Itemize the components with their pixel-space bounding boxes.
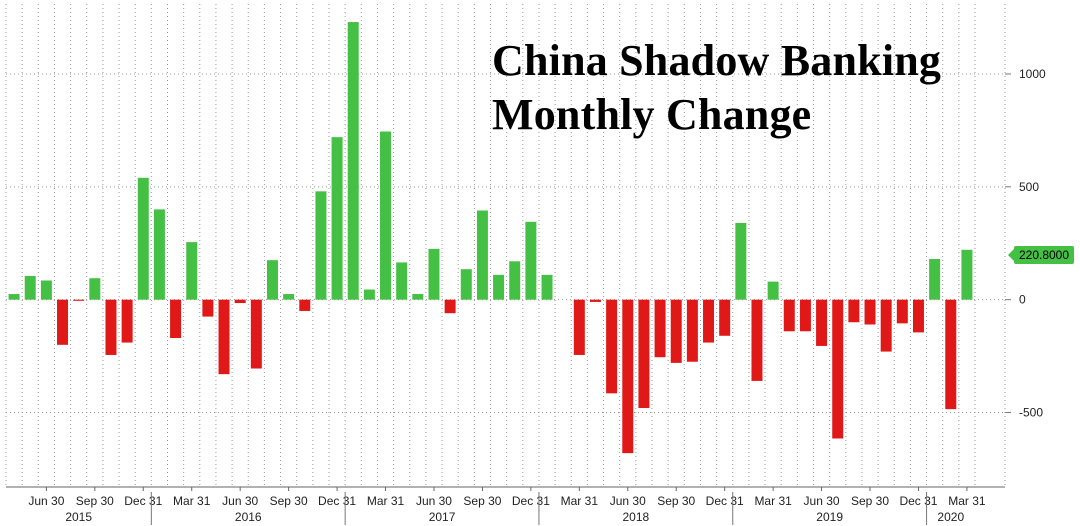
y-tick-label: -500: [1019, 406, 1043, 420]
x-tick-label: Sep 30: [463, 494, 501, 508]
bar: [864, 299, 876, 325]
year-label: 2019: [816, 510, 843, 524]
x-tick-label: Jun 30: [804, 494, 840, 508]
y-tick-label: 0: [1019, 293, 1026, 307]
bar: [315, 191, 327, 300]
bar: [137, 177, 149, 300]
bar: [880, 299, 892, 352]
year-label: 2020: [937, 510, 964, 524]
bar: [234, 299, 246, 304]
bar: [799, 299, 811, 332]
bar: [896, 299, 908, 324]
bar: [8, 294, 20, 300]
bar: [396, 262, 408, 300]
bar: [266, 260, 278, 300]
bar: [460, 269, 472, 300]
bar: [476, 210, 488, 300]
bar: [40, 280, 52, 300]
bar: [428, 248, 440, 300]
bar: [686, 299, 698, 362]
y-axis: 1000 500 0 -500: [1004, 4, 1046, 487]
bar: [832, 299, 844, 439]
bar: [783, 299, 795, 332]
bar: [347, 22, 359, 300]
bar: [24, 275, 36, 300]
bar: [945, 299, 957, 410]
bars: [8, 22, 973, 454]
x-axis: Jun 30 Sep 30 Dec 31 Mar 31 Jun 30 Sep 30 Dec …: [6, 486, 1005, 525]
bar: [589, 299, 601, 302]
bar: [202, 299, 214, 317]
x-tick-label: Sep 30: [657, 494, 695, 508]
bar: [719, 299, 731, 336]
bar: [751, 299, 763, 381]
x-tick-label: Jun 30: [610, 494, 646, 508]
bar: [848, 299, 860, 323]
y-tick-label: 1000: [1019, 67, 1046, 81]
bar: [363, 289, 375, 300]
chart-title-line-2: Monthly Change: [492, 90, 812, 139]
vertical-gridlines: [5, 4, 976, 487]
bar: [331, 137, 343, 300]
x-tick-label: Sep 30: [76, 494, 114, 508]
x-tick-label: Dec 31: [706, 494, 744, 508]
bar: [767, 281, 779, 300]
bar: [638, 299, 650, 409]
last-value-badge: 220.8000: [1008, 246, 1074, 264]
bar: [493, 274, 505, 300]
bar: [573, 299, 585, 355]
x-tick-label: Sep 30: [851, 494, 889, 508]
x-tick-label: Mar 31: [173, 494, 211, 508]
bar: [105, 299, 117, 355]
x-tick-label: Mar 31: [367, 494, 405, 508]
bar: [121, 299, 133, 343]
x-tick-label: Jun 30: [28, 494, 64, 508]
x-tick-label: Mar 31: [561, 494, 599, 508]
bar: [170, 299, 182, 339]
bar: [380, 131, 392, 300]
bar: [961, 249, 973, 300]
bar: [299, 299, 311, 311]
bar: [735, 222, 747, 300]
bar: [153, 209, 165, 300]
bar: [622, 299, 634, 454]
year-label: 2016: [235, 510, 262, 524]
bar: [912, 299, 924, 333]
bar: [929, 259, 941, 300]
x-tick-label: Sep 30: [270, 494, 308, 508]
bar: [816, 299, 828, 346]
bar: [57, 299, 69, 345]
bar: [444, 299, 456, 314]
bar: [73, 299, 85, 301]
bar: [654, 299, 666, 358]
chart-title-line-1: China Shadow Banking: [492, 36, 942, 85]
x-tick-label: Dec 31: [899, 494, 937, 508]
bar: [525, 221, 537, 300]
bar: [283, 294, 295, 300]
bar: [412, 294, 424, 300]
bar: [186, 242, 198, 300]
bar: [541, 274, 553, 300]
x-tick-label: Dec 31: [124, 494, 162, 508]
year-label: 2017: [429, 510, 456, 524]
year-label: 2018: [622, 510, 649, 524]
x-tick-label: Jun 30: [416, 494, 452, 508]
bar: [218, 299, 230, 375]
year-label: 2015: [65, 510, 92, 524]
x-tick-label: Mar 31: [754, 494, 792, 508]
bar: [703, 299, 715, 343]
chart-title: China Shadow Banking Monthly Change: [492, 34, 941, 142]
x-tick-label: Dec 31: [512, 494, 550, 508]
x-tick-label: Mar 31: [948, 494, 986, 508]
bar: [670, 299, 682, 363]
bar: [509, 261, 521, 300]
x-tick-label: Jun 30: [222, 494, 258, 508]
y-tick-label: 500: [1019, 180, 1039, 194]
x-tick-label: Dec 31: [318, 494, 356, 508]
bar: [89, 278, 101, 300]
bar: [606, 299, 618, 394]
bar: [250, 299, 262, 369]
